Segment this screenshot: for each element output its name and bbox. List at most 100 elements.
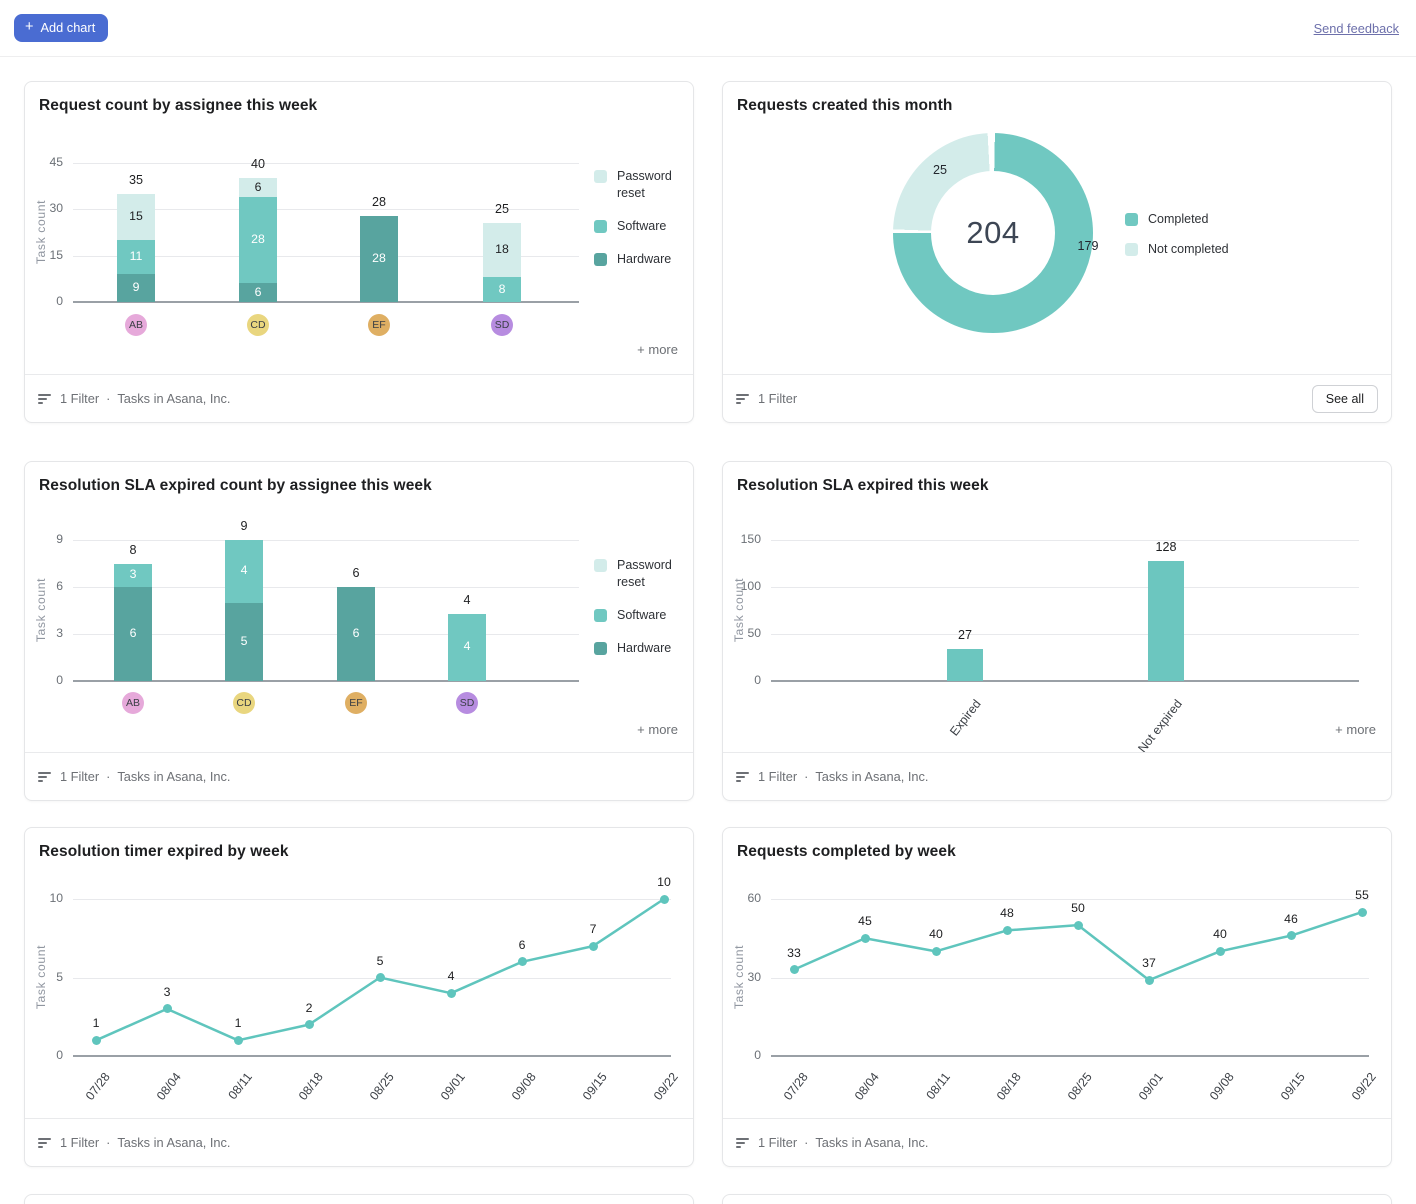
gridline xyxy=(73,255,579,257)
bar-segment[interactable] xyxy=(360,215,398,302)
footer-separator: · xyxy=(106,769,111,784)
bar-segment-label: 3 xyxy=(129,567,137,582)
sla-expired-chart: 0 50 100 150 Task count 27 Expired 128 Not expir… xyxy=(723,462,1391,800)
dashboard-toolbar: + Add chart Send feedback xyxy=(0,0,1416,57)
bar[interactable] xyxy=(1148,560,1184,681)
add-chart-button[interactable]: + Add chart xyxy=(14,14,109,42)
x-axis-label: 07/28 xyxy=(781,1070,812,1103)
y-tick-label: 0 xyxy=(754,673,761,687)
point-value-label: 33 xyxy=(787,945,801,960)
gridline xyxy=(771,587,1359,588)
data-point[interactable] xyxy=(588,941,598,951)
point-value-label: 37 xyxy=(1142,956,1156,971)
sla-by-assignee-chart: 0 3 6 9 Task count 6 3 8 AB 5 4 9 CD 6 6 EF 4 4 SD Password… xyxy=(25,462,693,800)
data-point[interactable] xyxy=(1002,925,1012,935)
y-tick-label: 10 xyxy=(49,891,63,905)
y-axis-label: Task count xyxy=(732,577,746,642)
card-footer: 1 Filter · Tasks in Asana, Inc. xyxy=(25,374,693,422)
send-feedback-link[interactable]: Send feedback xyxy=(1313,21,1399,36)
bar-segment[interactable] xyxy=(483,223,521,278)
bar-total-label: 8 xyxy=(129,542,137,557)
x-axis-label: 09/22 xyxy=(1349,1070,1380,1103)
filter-count[interactable]: 1 Filter xyxy=(60,1135,100,1150)
assignee-avatar: SD xyxy=(456,692,478,714)
data-point[interactable] xyxy=(162,1004,172,1014)
bar-segment[interactable] xyxy=(239,283,277,302)
legend-label: Software xyxy=(617,219,667,233)
donut-chart[interactable]: 204 179 25 xyxy=(893,133,1099,333)
bar-segment-label: 18 xyxy=(495,242,509,257)
filter-icon xyxy=(736,393,750,405)
x-axis-label: 09/15 xyxy=(1278,1070,1309,1103)
axis-baseline xyxy=(73,301,579,303)
data-point[interactable] xyxy=(375,973,385,982)
add-chart-label: Add chart xyxy=(40,20,96,35)
y-tick-label: 30 xyxy=(49,201,63,216)
bar-segment[interactable] xyxy=(448,613,486,681)
legend-label: Hardware xyxy=(617,641,672,655)
bar-segment[interactable] xyxy=(114,587,152,681)
card-timer-by-week: Resolution timer expired by week 0 5 10 Tas… xyxy=(24,827,694,1167)
bar-segment[interactable] xyxy=(117,193,155,241)
more-link[interactable]: + more xyxy=(637,722,678,737)
y-tick-label: 3 xyxy=(56,626,63,640)
bar-segment[interactable] xyxy=(117,240,155,275)
bar-total-label: 6 xyxy=(352,566,360,580)
filter-source: Tasks in Asana, Inc. xyxy=(815,769,929,784)
data-point[interactable] xyxy=(304,1020,314,1030)
footer-separator: · xyxy=(106,391,111,406)
data-point[interactable] xyxy=(789,965,799,975)
legend-label: Password reset xyxy=(617,558,672,589)
data-point[interactable] xyxy=(446,988,456,998)
more-link[interactable]: + more xyxy=(1335,722,1376,737)
filter-source: Tasks in Asana, Inc. xyxy=(815,1135,929,1150)
bar-segment[interactable] xyxy=(483,277,521,302)
y-tick-label: 6 xyxy=(56,579,63,593)
slice-value-label: 179 xyxy=(1077,239,1099,253)
data-point[interactable] xyxy=(517,957,527,967)
see-all-button[interactable]: See all xyxy=(1311,384,1378,413)
chart-title: Resolution timer expired by week xyxy=(39,843,289,860)
filter-source: Tasks in Asana, Inc. xyxy=(117,769,231,784)
data-point[interactable] xyxy=(659,894,669,904)
bar-segment[interactable] xyxy=(117,274,155,302)
chart-legend: Password reset Software Hardware xyxy=(594,168,693,268)
legend-item: Hardware xyxy=(594,251,693,268)
bar-segment[interactable] xyxy=(239,178,277,197)
bar-segment[interactable] xyxy=(337,587,375,681)
assignee-avatar: SD xyxy=(491,314,513,336)
legend-swatch xyxy=(594,220,607,233)
filter-count[interactable]: 1 Filter xyxy=(758,1135,798,1150)
bar-segment-label: 28 xyxy=(251,232,265,247)
data-point[interactable] xyxy=(860,933,870,943)
bar[interactable] xyxy=(947,649,983,681)
data-point[interactable] xyxy=(1073,920,1083,930)
point-value-label: 50 xyxy=(1071,901,1085,916)
data-point[interactable] xyxy=(233,1035,243,1045)
more-link[interactable]: + more xyxy=(637,342,678,357)
gridline xyxy=(73,634,579,635)
legend-label: Software xyxy=(617,608,667,622)
bar-segment[interactable] xyxy=(239,196,277,284)
data-point[interactable] xyxy=(1144,975,1154,985)
data-point[interactable] xyxy=(1286,931,1296,941)
legend-label: Password reset xyxy=(617,169,672,200)
gridline xyxy=(73,540,579,541)
x-axis-label: Expired xyxy=(947,697,985,739)
axis-baseline xyxy=(73,1055,671,1057)
point-value-label: 46 xyxy=(1284,911,1298,926)
filter-count[interactable]: 1 Filter xyxy=(60,769,100,784)
chart-legend: Completed Not completed xyxy=(1125,211,1229,258)
bar-segment[interactable] xyxy=(225,602,263,681)
bar-segment[interactable] xyxy=(114,563,152,587)
data-point[interactable] xyxy=(1357,907,1367,917)
data-point[interactable] xyxy=(1215,946,1225,956)
filter-count[interactable]: 1 Filter xyxy=(758,391,798,406)
bar-total-label: 25 xyxy=(494,202,509,217)
data-point[interactable] xyxy=(931,946,941,956)
filter-count[interactable]: 1 Filter xyxy=(758,769,798,784)
filter-count[interactable]: 1 Filter xyxy=(60,391,100,406)
data-point[interactable] xyxy=(91,1035,101,1045)
bar-segment[interactable] xyxy=(225,540,263,603)
